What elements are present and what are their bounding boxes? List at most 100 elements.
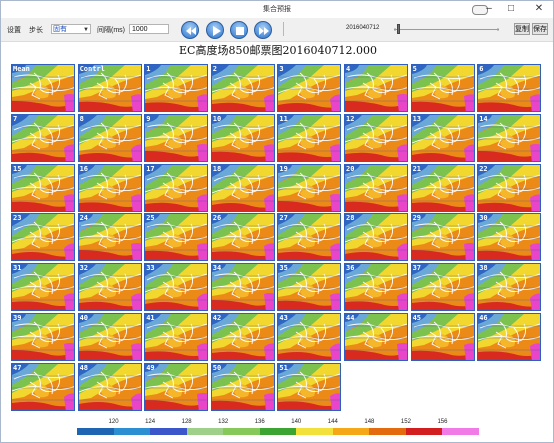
time-slider-thumb[interactable] xyxy=(397,24,400,34)
height-field-map xyxy=(12,164,74,211)
stamp-panel-label: 30 xyxy=(479,214,488,223)
stamp-panel-49: 49 xyxy=(144,362,209,411)
stamp-panel-label: 31 xyxy=(13,264,22,273)
stamp-panel-label: 38 xyxy=(479,264,488,273)
height-field-map xyxy=(278,65,341,111)
height-field-map xyxy=(145,264,208,311)
chevron-down-icon[interactable]: ▼ xyxy=(83,27,89,33)
height-field-map xyxy=(278,314,341,360)
stamp-panel-label: 7 xyxy=(13,114,18,123)
height-field-map xyxy=(278,214,341,261)
height-field-map xyxy=(278,363,341,410)
stamp-panel-1: 1 xyxy=(144,64,209,112)
stamp-panel-label: 17 xyxy=(146,164,155,173)
stamp-panel-label: 47 xyxy=(13,363,22,372)
height-field-map xyxy=(78,363,141,410)
stamp-panel-label: 18 xyxy=(212,164,222,173)
legend-level-label: 152 xyxy=(400,419,411,425)
height-field-map xyxy=(478,264,541,311)
stamp-panel-label: 12 xyxy=(346,114,355,123)
stamp-panel-label: 49 xyxy=(146,363,155,372)
stamp-panel-44: 44 xyxy=(344,313,408,361)
legend-level-label: 124 xyxy=(145,419,156,425)
stamp-grid: Mean Contrl 1 2 3 4 5 6 7 8 9 10 11 12 13 14 15 16 17 18 19 2… xyxy=(11,64,544,413)
minimize-icon[interactable]: – xyxy=(486,3,492,14)
stamp-panel-42: 42 xyxy=(210,313,275,361)
stamp-panel-22: 22 xyxy=(477,163,542,212)
stamp-panel-label: 9 xyxy=(146,114,151,123)
stamp-panel-label: 13 xyxy=(412,114,422,123)
stamp-panel-label: 21 xyxy=(412,164,422,173)
next-button[interactable] xyxy=(254,21,272,39)
legend-swatch xyxy=(113,428,151,435)
legend-swatch xyxy=(150,428,188,435)
height-field-map xyxy=(478,164,541,211)
stamp-panel-46: 46 xyxy=(477,313,542,361)
save-button[interactable]: 保存 xyxy=(532,23,548,35)
toolbar-separator xyxy=(283,22,284,36)
previous-button[interactable] xyxy=(181,21,199,39)
height-field-map xyxy=(478,214,541,261)
height-field-map xyxy=(278,164,341,211)
height-field-map xyxy=(145,214,208,261)
height-field-map xyxy=(278,114,341,161)
step-select[interactable]: 固有 ▼ xyxy=(51,24,91,34)
stamp-panel-51: 51 xyxy=(277,362,342,411)
maximize-icon[interactable]: □ xyxy=(507,3,515,14)
stamp-panel-label: 42 xyxy=(212,314,222,322)
height-field-map xyxy=(411,264,474,311)
height-field-map xyxy=(211,314,274,360)
color-legend: 120 124 128 132 136 140 144 148 152 156 xyxy=(77,419,480,439)
close-icon[interactable]: ✕ xyxy=(534,3,544,14)
height-field-map xyxy=(12,264,74,311)
stamp-panel-label: 33 xyxy=(146,264,155,273)
height-field-map xyxy=(12,65,74,111)
stamp-panel-10: 10 xyxy=(210,113,275,162)
stamp-panel-7: 7 xyxy=(11,113,75,162)
interval-label: 间隔(ms) xyxy=(97,27,125,34)
stamp-panel-label: 50 xyxy=(212,363,222,372)
step-label: 步长 xyxy=(29,27,43,34)
stamp-panel-label: 29 xyxy=(412,214,422,223)
time-slider-track[interactable] xyxy=(394,29,499,30)
stamp-panel-48: 48 xyxy=(77,362,142,411)
copy-button[interactable]: 复制 xyxy=(514,23,530,35)
step-select-value: 固有 xyxy=(53,26,67,33)
legend-swatch xyxy=(186,428,224,435)
stamp-panel-45: 45 xyxy=(410,313,475,361)
height-field-map xyxy=(411,314,474,360)
stamp-panel-5: 5 xyxy=(410,64,475,112)
stamp-panel-23: 23 xyxy=(11,213,75,262)
legend-swatch xyxy=(259,428,297,435)
stamp-panel-label: 48 xyxy=(79,363,89,372)
stamp-panel-contrl: Contrl xyxy=(77,64,142,112)
play-button[interactable] xyxy=(206,21,224,39)
height-field-map xyxy=(345,264,407,311)
stamp-panel-34: 34 xyxy=(210,263,275,312)
height-field-map xyxy=(78,314,141,360)
current-date-label: 2016040712 xyxy=(346,25,380,31)
stamp-panel-label: 5 xyxy=(412,65,417,73)
stop-button[interactable] xyxy=(230,21,248,39)
interval-input[interactable]: 1000 xyxy=(129,24,169,34)
restore-pill-icon[interactable] xyxy=(472,5,488,15)
height-field-map xyxy=(145,114,208,161)
fast-forward-icon xyxy=(259,27,269,35)
settings-label[interactable]: 设置 xyxy=(7,27,21,34)
height-field-map xyxy=(345,114,407,161)
stamp-panel-15: 15 xyxy=(11,163,75,212)
stamp-panel-50: 50 xyxy=(210,362,275,411)
stamp-panel-47: 47 xyxy=(11,362,75,411)
stamp-panel-label: 37 xyxy=(412,264,422,273)
stamp-panel-19: 19 xyxy=(277,163,342,212)
window-title: 集合预报 xyxy=(263,6,291,13)
stamp-panel-mean: Mean xyxy=(11,64,75,112)
stamp-panel-label: 3 xyxy=(279,65,284,73)
legend-swatch xyxy=(442,428,480,435)
stamp-panel-label: 46 xyxy=(479,314,488,322)
height-field-map xyxy=(78,214,141,261)
stamp-panel-label: 2 xyxy=(212,65,218,73)
stamp-panel-31: 31 xyxy=(11,263,75,312)
height-field-map xyxy=(478,65,541,111)
